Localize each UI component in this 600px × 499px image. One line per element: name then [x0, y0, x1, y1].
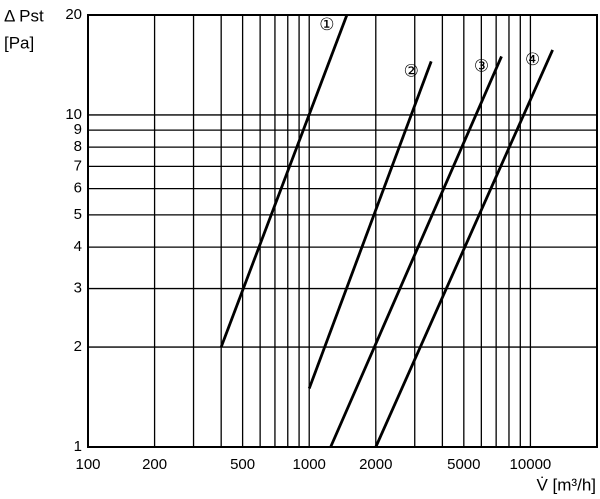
y-tick-label: 1 [74, 438, 82, 455]
y-tick-label: 6 [74, 180, 82, 197]
y-tick-label: 5 [74, 206, 82, 223]
y-tick-label: 4 [74, 238, 82, 255]
y-tick-label: 10 [65, 106, 82, 123]
x-tick-label: 10000 [510, 456, 552, 473]
y-tick-label: 7 [74, 157, 82, 174]
series-label: ② [404, 61, 419, 81]
data-line [307, 60, 433, 390]
data-line [219, 14, 349, 348]
x-tick-label: 500 [230, 456, 255, 473]
x-tick-label: 2000 [359, 456, 392, 473]
x-tick-label: 5000 [447, 456, 480, 473]
x-tick-label: 100 [75, 456, 100, 473]
series-label: ③ [474, 56, 489, 76]
x-tick-label: 200 [142, 456, 167, 473]
series-label: ① [319, 15, 334, 35]
x-tick-label: 1000 [293, 456, 326, 473]
y-tick-label: 9 [74, 121, 82, 138]
y-tick-label: 2 [74, 338, 82, 355]
y-axis-label: Δ Pst [4, 6, 44, 25]
y-tick-label: 3 [74, 280, 82, 297]
x-axis-label: V̇ [m³/h] [536, 475, 596, 494]
y-tick-label: 20 [65, 6, 82, 23]
data-line [329, 55, 503, 448]
y-tick-label: 8 [74, 138, 82, 155]
data-line [374, 49, 554, 448]
series-label: ④ [525, 50, 540, 70]
y-axis-label: [Pa] [4, 33, 34, 52]
